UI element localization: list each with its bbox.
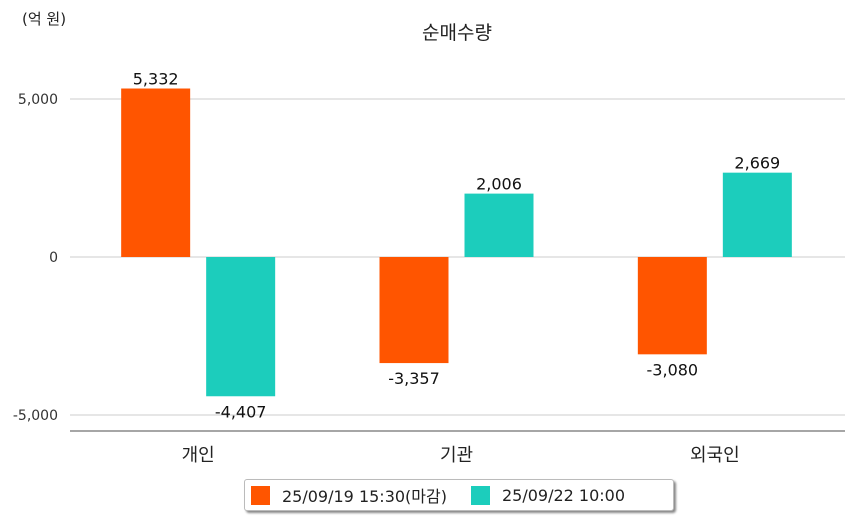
y-tick-label: 5,000 bbox=[18, 92, 58, 108]
bar bbox=[206, 257, 276, 397]
legend-swatch bbox=[470, 485, 490, 505]
x-tick-label: 외국인 bbox=[690, 445, 740, 466]
legend-label: 25/09/19 15:30(마감) bbox=[282, 487, 447, 506]
bar bbox=[464, 193, 534, 257]
legend: 25/09/19 15:30(마감) 25/09/22 10:00 bbox=[244, 479, 674, 511]
legend-swatch bbox=[251, 485, 270, 505]
x-tick-label: 기관 bbox=[440, 445, 473, 466]
legend-item-series-2[interactable]: 25/09/22 10:00 bbox=[470, 485, 626, 505]
bar bbox=[121, 88, 191, 258]
bar bbox=[637, 257, 707, 355]
data-label: 5,332 bbox=[133, 70, 179, 89]
y-tick-label: -5,000 bbox=[13, 408, 58, 424]
chart-title: 순매수량 bbox=[422, 22, 492, 44]
x-tick-label: 개인 bbox=[182, 445, 215, 466]
legend-item-series-1[interactable]: 25/09/19 15:30(마감) bbox=[251, 483, 447, 507]
data-label: -3,357 bbox=[388, 369, 440, 388]
legend-label: 25/09/22 10:00 bbox=[501, 485, 626, 505]
unit-label: (억 원) bbox=[22, 10, 67, 28]
y-tick-label: 0 bbox=[49, 250, 58, 266]
data-label: -4,407 bbox=[215, 402, 267, 421]
data-label: -3,080 bbox=[647, 360, 699, 379]
data-label: 2,006 bbox=[476, 175, 522, 194]
bar bbox=[722, 172, 792, 257]
bar bbox=[379, 257, 449, 364]
data-label: 2,669 bbox=[734, 154, 780, 173]
